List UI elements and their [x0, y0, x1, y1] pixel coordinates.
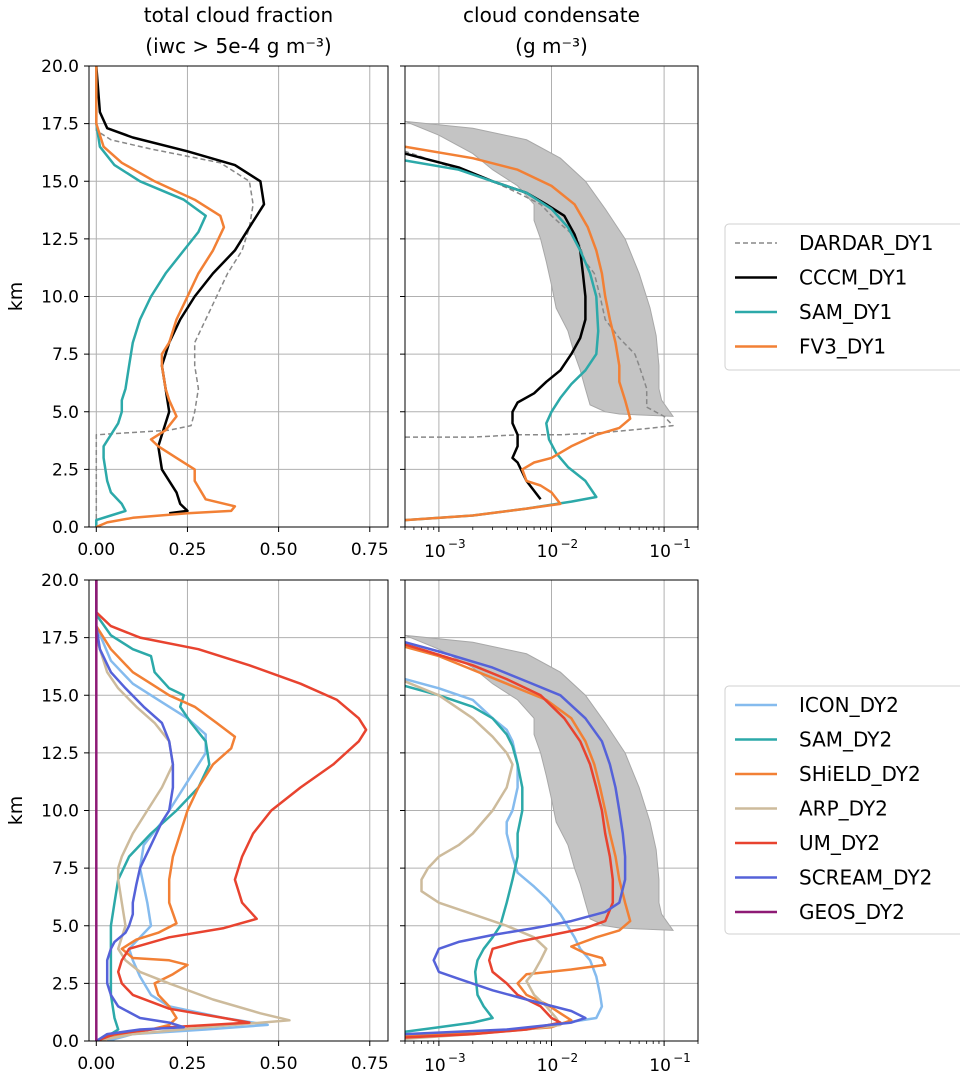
- legend-1: DARDAR_DY1 CCCM_DY1 SAM_DY1 FV3_DY1: [724, 223, 960, 371]
- x-tick-label: 10: [537, 542, 559, 562]
- x-tick-exponent: −3: [448, 1051, 466, 1065]
- x-tick-label: 10: [424, 1056, 446, 1076]
- x-tick-label: 0.25: [169, 1054, 207, 1074]
- uncertainty-band: [405, 120, 675, 417]
- x-tick-label: 0.50: [260, 1054, 298, 1074]
- series-line-UM_DY2: [405, 643, 615, 1039]
- uncertainty-band: [405, 634, 675, 931]
- x-tick-label: 0.00: [77, 1054, 115, 1074]
- x-tick-label: 10: [649, 542, 671, 562]
- x-tick-label: 10: [424, 542, 446, 562]
- y-tick-label: 10.0: [41, 288, 79, 308]
- legend-label: ICON_DY2: [799, 693, 899, 717]
- x-tick-label: 10: [537, 1056, 559, 1076]
- series-line-SCREAM_DY2: [405, 640, 627, 1036]
- y-axis-label: km: [5, 796, 27, 826]
- series-line-FV3_DY1: [405, 145, 632, 522]
- panel-title: (g m⁻³): [515, 34, 588, 58]
- panel-title: cloud condensate: [463, 3, 640, 27]
- y-tick-label: 12.5: [41, 230, 79, 250]
- y-tick-label: 10.0: [41, 802, 79, 822]
- legend-box: [724, 685, 960, 935]
- panel-bottom-left: 0.0 2.5 5.0 7.5 10.0 12.5 15.0 17.5 20.0 0.00 0.25…: [5, 571, 389, 1074]
- series-line-SCREAM_DY2: [95, 580, 186, 1041]
- plot-area: [95, 580, 368, 1041]
- y-tick-label: 17.5: [41, 115, 79, 135]
- series-line-SAM_DY2: [405, 684, 524, 1034]
- plot-area: [95, 66, 266, 527]
- x-tick-label: 0.75: [351, 540, 389, 560]
- series-line-UM_DY2: [95, 580, 368, 1041]
- x-tick-exponent: −1: [673, 1051, 691, 1065]
- x-tick-exponent: −1: [673, 537, 691, 551]
- series-line-ARP_DY2: [405, 680, 562, 1040]
- y-tick-label: 15.0: [41, 172, 79, 192]
- panel-top-left: 0.0 2.5 5.0 7.5 10.0 12.5 15.0 17.5 20.0 0.00 0.25…: [5, 3, 389, 560]
- legend-label: FV3_DY1: [799, 335, 886, 359]
- panel-bottom-right: 10 −3 10 −2 10 −1: [400, 579, 699, 1076]
- plot-area: [405, 634, 675, 1040]
- y-tick-label: 5.0: [52, 403, 79, 423]
- y-tick-label: 5.0: [52, 917, 79, 937]
- legend-label: DARDAR_DY1: [799, 231, 934, 255]
- x-tick-exponent: −2: [561, 537, 579, 551]
- legend-label: UM_DY2: [799, 831, 880, 855]
- series-line-ICON_DY2: [405, 677, 604, 1038]
- series-line-CCCM_DY1: [95, 66, 266, 515]
- y-tick-label: 0.0: [52, 1032, 79, 1052]
- series-line-DARDAR_DY1: [405, 150, 674, 438]
- series-line-FV3_DY1: [95, 66, 237, 527]
- series-line-SAM_DY1: [405, 159, 600, 522]
- y-tick-label: 2.5: [52, 974, 79, 994]
- y-tick-label: 12.5: [41, 744, 79, 764]
- legend-2: ICON_DY2 SAM_DY2 SHiELD_DY2 ARP_DY2 UM_DY2 SC…: [724, 685, 960, 935]
- y-axis-label: km: [5, 282, 27, 312]
- legend-label: SCREAM_DY2: [799, 866, 932, 890]
- y-tick-label: 7.5: [52, 859, 79, 879]
- x-tick-label: 0.00: [77, 540, 115, 560]
- panel-title: (iwc > 5e-4 g m⁻³): [145, 34, 331, 58]
- series-line-DARDAR_DY1: [95, 66, 254, 527]
- series-line-SHiELD_DY2: [95, 580, 237, 1041]
- y-tick-label: 15.0: [41, 686, 79, 706]
- y-tick-label: 0.0: [52, 518, 79, 538]
- legend-label: SAM_DY2: [799, 728, 892, 752]
- x-tick-exponent: −2: [561, 1051, 579, 1065]
- y-tick-label: 7.5: [52, 345, 79, 365]
- y-tick-label: 20.0: [41, 57, 79, 77]
- x-tick-exponent: −3: [448, 537, 466, 551]
- legend-label: CCCM_DY1: [799, 266, 907, 290]
- panel-title: total cloud fraction: [144, 3, 333, 27]
- series-line-SAM_DY1: [95, 66, 207, 527]
- legend-box: [724, 223, 960, 371]
- y-tick-label: 20.0: [41, 571, 79, 591]
- series-line-ARP_DY2: [95, 580, 291, 1041]
- legend-label: ARP_DY2: [799, 797, 888, 821]
- y-tick-label: 2.5: [52, 460, 79, 480]
- plot-area: [405, 120, 675, 522]
- legend-label: SHiELD_DY2: [799, 762, 921, 786]
- legend-label: SAM_DY1: [799, 300, 892, 324]
- y-tick-label: 17.5: [41, 629, 79, 649]
- x-tick-label: 10: [649, 1056, 671, 1076]
- x-tick-label: 0.75: [351, 1054, 389, 1074]
- legend-label: GEOS_DY2: [799, 900, 905, 924]
- x-tick-label: 0.50: [260, 540, 298, 560]
- x-tick-label: 0.25: [169, 540, 207, 560]
